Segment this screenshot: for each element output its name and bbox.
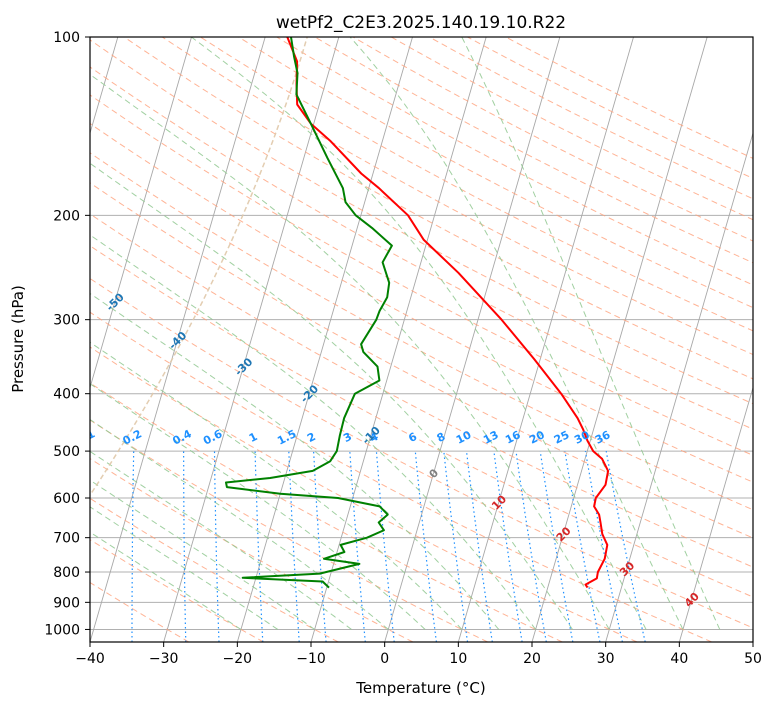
y-tick-label: 800 (53, 565, 80, 581)
x-tick-label: 10 (449, 651, 467, 667)
y-tick-label: 400 (53, 387, 80, 403)
x-tick-label: 50 (744, 651, 762, 667)
x-tick-label: −40 (75, 651, 105, 667)
y-tick-label: 700 (53, 531, 80, 547)
x-tick-label: 20 (523, 651, 541, 667)
y-tick-label: 600 (53, 491, 80, 507)
x-tick-label: 30 (597, 651, 615, 667)
x-tick-label: 0 (380, 651, 389, 667)
x-axis-title: Temperature (°C) (355, 679, 485, 697)
x-tick-label: −10 (296, 651, 326, 667)
y-tick-label: 100 (53, 30, 80, 46)
y-tick-label: 300 (53, 313, 80, 329)
y-axis-title: Pressure (hPa) (9, 285, 27, 393)
y-tick-label: 1000 (44, 622, 80, 638)
x-tick-label: 40 (670, 651, 688, 667)
x-tick-label: −20 (223, 651, 253, 667)
chart-title: wetPf2_C2E3.2025.140.19.10.R22 (276, 13, 566, 33)
y-tick-label: 500 (53, 444, 80, 460)
x-tick-label: −30 (149, 651, 179, 667)
y-tick-label: 900 (53, 595, 80, 611)
y-tick-label: 200 (53, 208, 80, 224)
